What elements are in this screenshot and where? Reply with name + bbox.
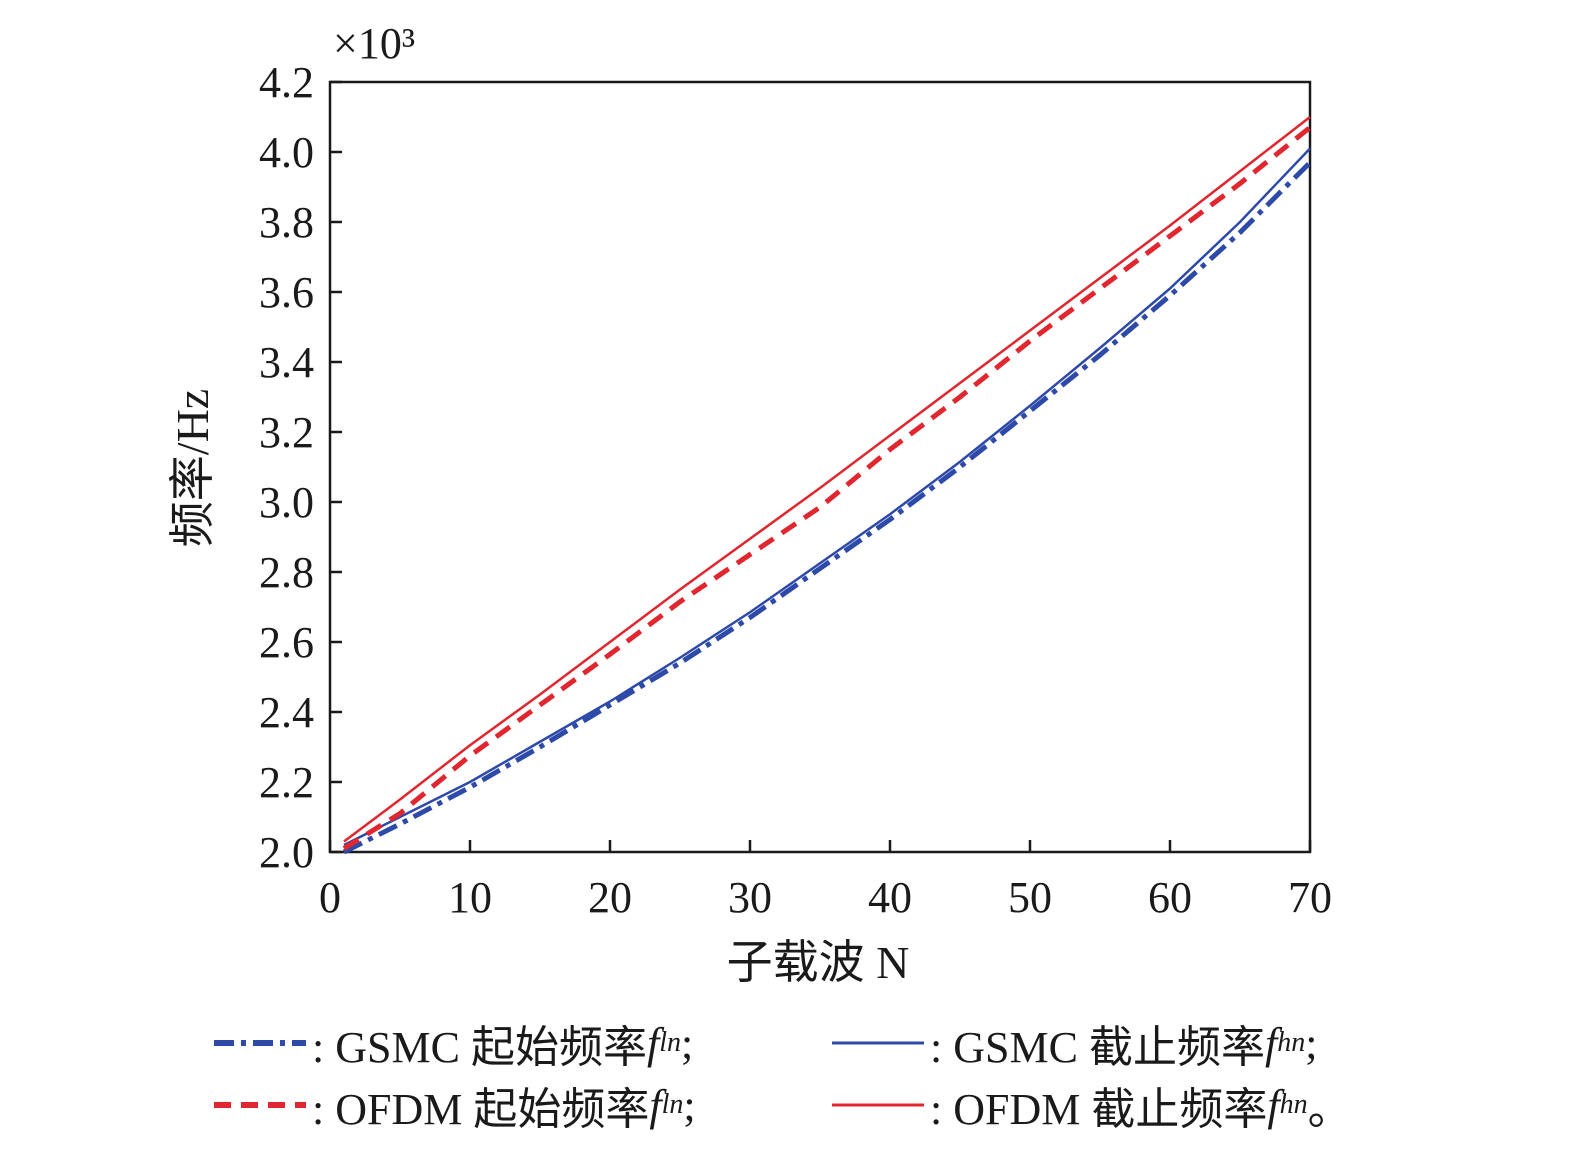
y-tick-label: 2.0	[259, 828, 314, 877]
y-tick-label: 3.4	[259, 338, 314, 387]
series-line-3	[342, 125, 1312, 851]
legend-sub: hn	[1279, 1089, 1308, 1120]
legend-var: f	[1267, 1080, 1280, 1130]
y-tick-label: 3.0	[259, 478, 314, 527]
y-tick-label: 3.8	[259, 198, 314, 247]
legend-swatch-dash-dot	[214, 1040, 306, 1046]
legend-item-gsmc-start: : GSMC 起始频率 f ln;	[212, 1013, 693, 1073]
legend-var: f	[649, 1080, 662, 1130]
y-tick-label: 3.2	[259, 408, 314, 457]
legend-label: : OFDM 截止频率	[930, 1085, 1268, 1134]
y-tick-label: 4.0	[259, 128, 314, 177]
y-tick-label: 2.6	[259, 618, 314, 667]
legend: : GSMC 起始频率 f ln; : GSMC 截止频率 f hn; : OFDM…	[0, 1005, 1575, 1145]
legend-label: : GSMC 截止频率	[930, 1023, 1265, 1072]
legend-item-gsmc-cutoff: : GSMC 截止频率 f hn;	[830, 1013, 1317, 1073]
legend-label: : OFDM 起始频率	[312, 1085, 650, 1134]
legend-swatch-dashed	[214, 1102, 306, 1108]
x-tick-label: 60	[1148, 873, 1192, 922]
y-axis-title: 频率/Hz	[167, 389, 218, 547]
x-tick-label: 70	[1288, 873, 1332, 922]
legend-item-ofdm-cutoff: : OFDM 截止频率 f hn。	[830, 1075, 1352, 1135]
x-tick-label: 50	[1008, 873, 1052, 922]
legend-sub: ln	[659, 1027, 681, 1058]
series-line-1	[342, 160, 1312, 855]
series-layer	[342, 116, 1312, 855]
series-line-4	[343, 116, 1311, 843]
legend-sub: hn	[1277, 1027, 1306, 1058]
y-tick-label: 3.6	[259, 268, 314, 317]
legend-var: f	[646, 1018, 660, 1068]
legend-end: 。	[1307, 1085, 1352, 1134]
legend-item-ofdm-start: : OFDM 起始频率 f ln;	[212, 1075, 696, 1135]
axis-ticks: 0 10 20 30 40 50 60 70 2.0 2.2 2.4 2.6 2.8 3.0 3.2 3.4 3…	[259, 58, 1332, 922]
x-tick-label: 0	[319, 873, 341, 922]
x-tick-label: 40	[868, 873, 912, 922]
y-tick-label: 2.2	[259, 758, 314, 807]
plot-border	[328, 80, 1312, 854]
y-multiplier: ×10³	[333, 19, 415, 68]
x-tick-label: 20	[588, 873, 632, 922]
plot-frame	[328, 80, 1312, 854]
chart: 0 10 20 30 40 50 60 70 2.0 2.2 2.4 2.6 2.8 3.0 3.2 3.4 3…	[167, 19, 1332, 988]
y-tick-label: 2.8	[259, 548, 314, 597]
legend-end: ;	[683, 1080, 696, 1130]
legend-swatch-solid-red	[832, 1103, 924, 1107]
x-tick-label: 30	[728, 873, 772, 922]
legend-end: ;	[680, 1018, 694, 1068]
legend-sub: ln	[661, 1089, 684, 1120]
y-tick-label: 2.4	[259, 688, 314, 737]
legend-swatch-solid-blue	[832, 1041, 924, 1045]
y-tick-label: 4.2	[259, 58, 314, 107]
legend-label: : GSMC 起始频率	[312, 1023, 647, 1072]
series-line-2	[343, 147, 1311, 847]
x-axis-title: 子载波 N	[727, 937, 910, 988]
x-tick-label: 10	[448, 873, 492, 922]
legend-end: ;	[1305, 1018, 1318, 1068]
legend-var: f	[1264, 1018, 1278, 1068]
